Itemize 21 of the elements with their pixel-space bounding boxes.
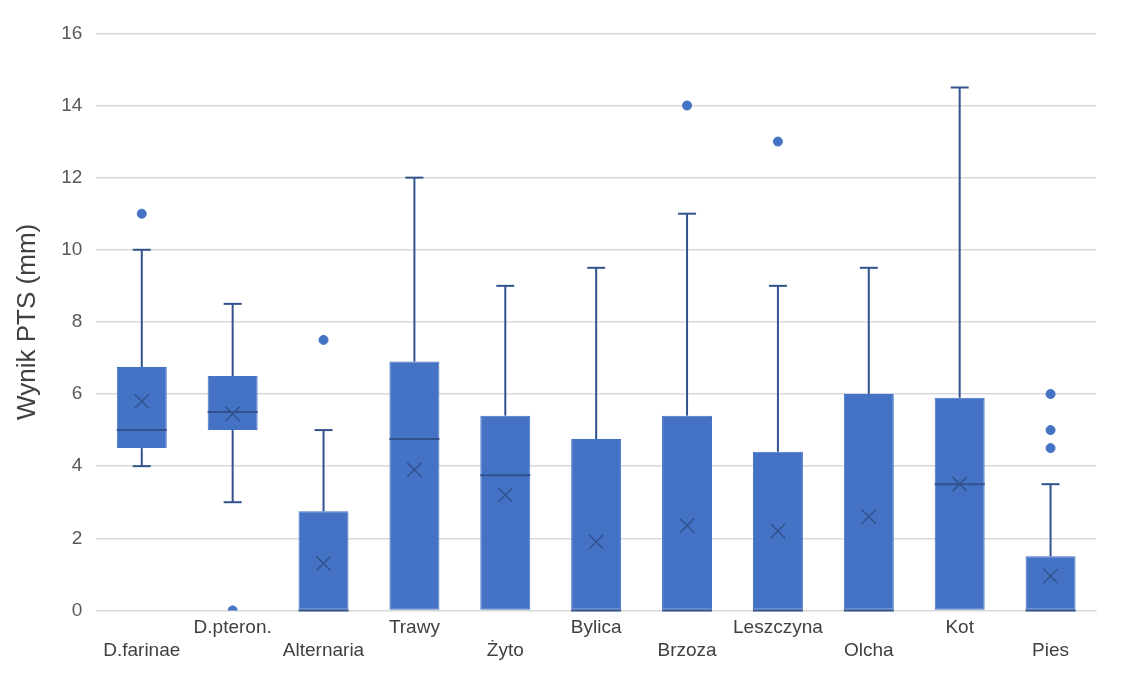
y-tick-label: 16 xyxy=(61,21,83,43)
x-tick-label: Pies xyxy=(1032,638,1070,660)
y-axis-title: Wynik PTS (mm) xyxy=(10,223,41,420)
x-tick-label: Alternaria xyxy=(282,638,365,660)
x-tick-label: D.pteron. xyxy=(193,616,272,638)
y-tick-label: 4 xyxy=(71,454,83,476)
x-tick-label: Brzoza xyxy=(657,638,718,660)
y-tick-label: 14 xyxy=(61,93,83,115)
x-tick-label: Olcha xyxy=(843,638,895,660)
x-tick-label: Trawy xyxy=(388,616,441,638)
x-tick-label: Kot xyxy=(945,616,975,638)
x-tick-label: D.farinae xyxy=(103,638,181,660)
x-tick-label: Bylica xyxy=(570,616,622,638)
y-tick-label: 12 xyxy=(61,165,83,187)
y-tick-label: 8 xyxy=(71,310,83,332)
y-tick-label: 0 xyxy=(71,598,83,620)
y-tick-label: 6 xyxy=(71,382,83,404)
x-tick-label: Leszczyna xyxy=(733,616,824,638)
x-tick-label: Żyto xyxy=(486,638,524,660)
y-tick-label: 2 xyxy=(71,526,83,548)
y-tick-label: 10 xyxy=(61,238,83,260)
